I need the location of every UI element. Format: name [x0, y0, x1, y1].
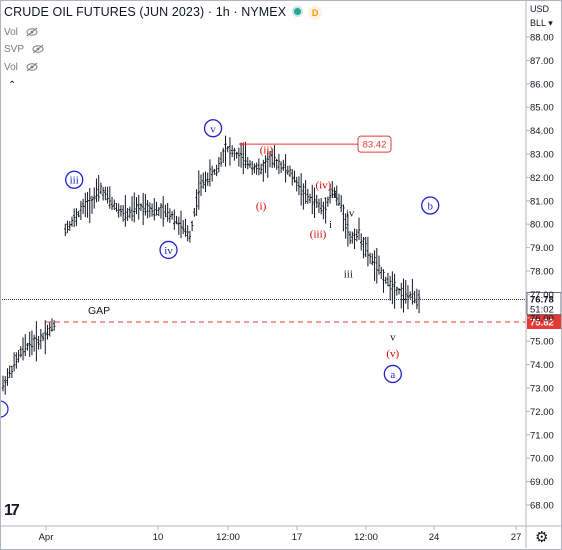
wave-label: i [329, 219, 332, 231]
currency-label[interactable]: USD [530, 4, 550, 14]
indicator-vol[interactable]: Vol [4, 27, 38, 38]
chart-title: CRUDE OIL FUTURES (JUN 2023) · 1h · NYME… [4, 5, 323, 20]
eye-hidden-icon[interactable] [32, 44, 44, 54]
price-tick-label: 71.00 [530, 430, 554, 441]
wave-label: (iii) [310, 229, 327, 241]
wave-label: iv [164, 245, 173, 257]
wave-label: (i) [256, 200, 267, 212]
price-tick-label: 79.00 [530, 243, 554, 254]
resistance-anchor [239, 142, 243, 146]
time-tick-label: 12:00 [216, 532, 240, 543]
time-tick-label: 27 [511, 532, 522, 543]
price-tick-label: 80.00 [530, 220, 554, 231]
wave-label: v [390, 332, 396, 344]
price-tick-label: 84.00 [530, 126, 554, 137]
price-tick-label: 82.00 [530, 173, 554, 184]
eye-hidden-icon[interactable] [26, 62, 38, 72]
market-open-icon [292, 6, 304, 17]
wave-label: (ii) [260, 144, 274, 156]
time-tick-label: Apr [39, 532, 54, 543]
price-tick-label: 88.00 [530, 33, 554, 44]
price-tick-label: 77.00 [530, 290, 554, 301]
wave-label: (iv) [315, 179, 331, 191]
wave-label: iii [344, 268, 353, 280]
indicator-label: Vol [4, 27, 18, 38]
price-tick-label: 81.00 [530, 196, 554, 207]
price-tick-label: 70.00 [530, 454, 554, 465]
time-tick-label: 24 [429, 532, 440, 543]
symbol-title[interactable]: CRUDE OIL FUTURES (JUN 2023) · 1h · NYME… [4, 5, 287, 19]
price-bars [1, 135, 421, 395]
price-tick-label: 85.00 [530, 103, 554, 114]
collapse-chevron-icon[interactable]: ⌃ [8, 80, 17, 91]
wave-labels: iii iv v (ii) (i) (iv)ii (iii)i iv iii b v (v) a [0, 119, 440, 418]
time-tick-label: 12:00 [354, 532, 378, 543]
tradingview-logo-icon[interactable]: 17 [4, 502, 20, 519]
gap-price-label: 75.82 [530, 318, 554, 329]
wave-label-circle [383, 364, 402, 384]
wave-label-circle [203, 119, 223, 138]
price-tick-label: 74.00 [530, 360, 554, 371]
wave-label: a [390, 369, 395, 381]
wave-label-circle [159, 240, 178, 260]
wave-label-circle [421, 196, 440, 215]
price-axis: 88.00 87.00 86.00 85.00 84.00 83.00 82.00 81.00… [525, 0, 554, 548]
gap-label: GAP [88, 305, 110, 317]
price-tick-label: 76.00 [530, 313, 554, 324]
wave-label: ii [331, 189, 337, 201]
indicator-label: Vol [4, 62, 18, 73]
indicator-svp[interactable]: SVP [4, 44, 44, 55]
time-tick-label: 17 [292, 532, 303, 543]
indicator-label: SVP [4, 44, 24, 55]
gap-price-box [527, 315, 561, 330]
time-axis: Apr 10 12:00 17 12:00 24 27 [0, 525, 562, 543]
wave-label: b [427, 200, 433, 212]
time-tick-label: 10 [153, 532, 164, 543]
delayed-badge: D [308, 6, 323, 20]
price-tick-label: 87.00 [530, 56, 554, 67]
price-tick-label: 68.00 [530, 501, 554, 512]
unit-label[interactable]: BLL ▾ [530, 18, 553, 28]
wave-label: (v) [386, 348, 399, 360]
countdown-label: 51:02 [530, 305, 554, 316]
price-tick-label: 72.00 [530, 407, 554, 418]
price-tick-label: 83.00 [530, 150, 554, 161]
gear-icon[interactable]: ⚙ [535, 529, 549, 546]
resistance-box [357, 135, 392, 153]
indicator-vol-2[interactable]: Vol [4, 62, 38, 73]
price-tick-label: 69.00 [530, 477, 554, 488]
wave-label-circle [65, 170, 84, 189]
price-tick-label: 73.00 [530, 384, 554, 395]
eye-hidden-icon[interactable] [26, 27, 38, 37]
wave-label: iii [70, 175, 79, 187]
wave-label: v [210, 123, 216, 135]
price-tick-label: 78.00 [530, 267, 554, 278]
last-price-label: 76.78 [530, 295, 554, 306]
wave-label: iv [346, 208, 355, 220]
resistance-label: 83.42 [363, 140, 387, 151]
wave-label-circle-edge [0, 400, 9, 418]
price-tick-label: 75.00 [530, 337, 554, 348]
price-tick-label: 86.00 [530, 79, 554, 90]
